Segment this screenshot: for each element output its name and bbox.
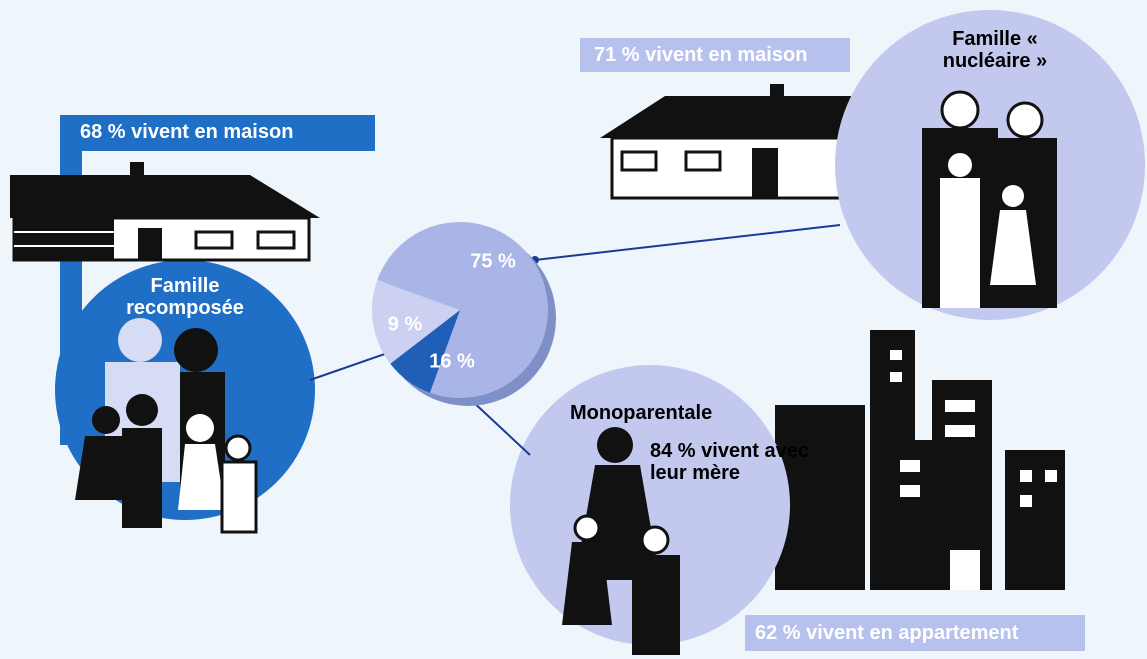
people-recomposee	[75, 318, 258, 534]
house-left	[10, 162, 320, 262]
pie: 75 % 9 % 16 %	[371, 222, 556, 406]
city	[775, 330, 1065, 590]
pie-slice	[377, 222, 548, 399]
category-label: Famille recomposée	[126, 275, 244, 319]
pie-slice	[371, 279, 460, 364]
value-label: 16 %	[429, 350, 475, 372]
category-label: Famille « nucléaire »	[942, 28, 1048, 72]
banner-top	[580, 38, 850, 72]
people-nucleaire	[922, 90, 1057, 308]
connector	[534, 224, 841, 261]
annotation: 84 % vivent avec leur mère	[650, 440, 809, 484]
annotation: 68 % vivent en maison	[80, 121, 294, 143]
pie-slice	[390, 310, 460, 393]
house-right	[600, 84, 870, 200]
annotation: 62 % vivent en appartement	[755, 622, 1019, 644]
value-label: 9 %	[388, 313, 423, 335]
banner-left	[60, 115, 375, 151]
category-label: Monoparentale	[570, 402, 713, 424]
people-monoparentale	[562, 427, 680, 655]
annotation: 71 % vivent en maison	[594, 44, 808, 66]
banner-bottom	[745, 615, 1085, 651]
value-label: 75 %	[470, 250, 516, 272]
